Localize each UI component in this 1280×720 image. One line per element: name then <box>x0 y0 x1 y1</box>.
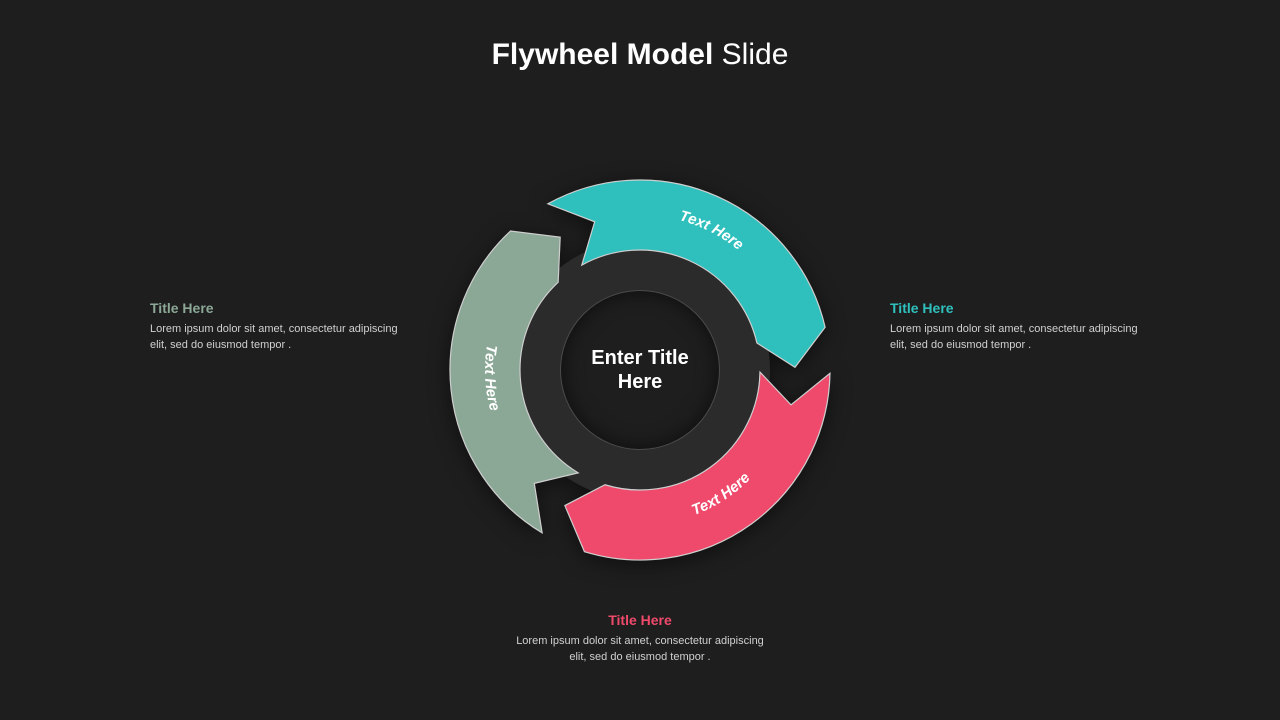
annotation-bottom-title: Title Here <box>510 612 770 628</box>
flywheel-center-label: Enter Title Here <box>561 346 719 394</box>
slide-title: Flywheel Model Slide <box>0 38 1280 72</box>
annotation-right-title: Title Here <box>890 300 1150 316</box>
annotation-left: Title Here Lorem ipsum dolor sit amet, c… <box>150 300 410 354</box>
slide-title-light: Slide <box>722 38 789 71</box>
flywheel-center: Enter Title Here <box>560 290 720 450</box>
flywheel-diagram: Text HereText HereText Here Enter Title … <box>440 170 840 570</box>
annotation-left-title: Title Here <box>150 300 410 316</box>
annotation-bottom-body: Lorem ipsum dolor sit amet, consectetur … <box>510 634 770 666</box>
annotation-bottom: Title Here Lorem ipsum dolor sit amet, c… <box>510 612 770 666</box>
slide-title-bold: Flywheel Model <box>492 38 714 71</box>
annotation-left-body: Lorem ipsum dolor sit amet, consectetur … <box>150 322 410 354</box>
annotation-right-body: Lorem ipsum dolor sit amet, consectetur … <box>890 322 1150 354</box>
annotation-right: Title Here Lorem ipsum dolor sit amet, c… <box>890 300 1150 354</box>
